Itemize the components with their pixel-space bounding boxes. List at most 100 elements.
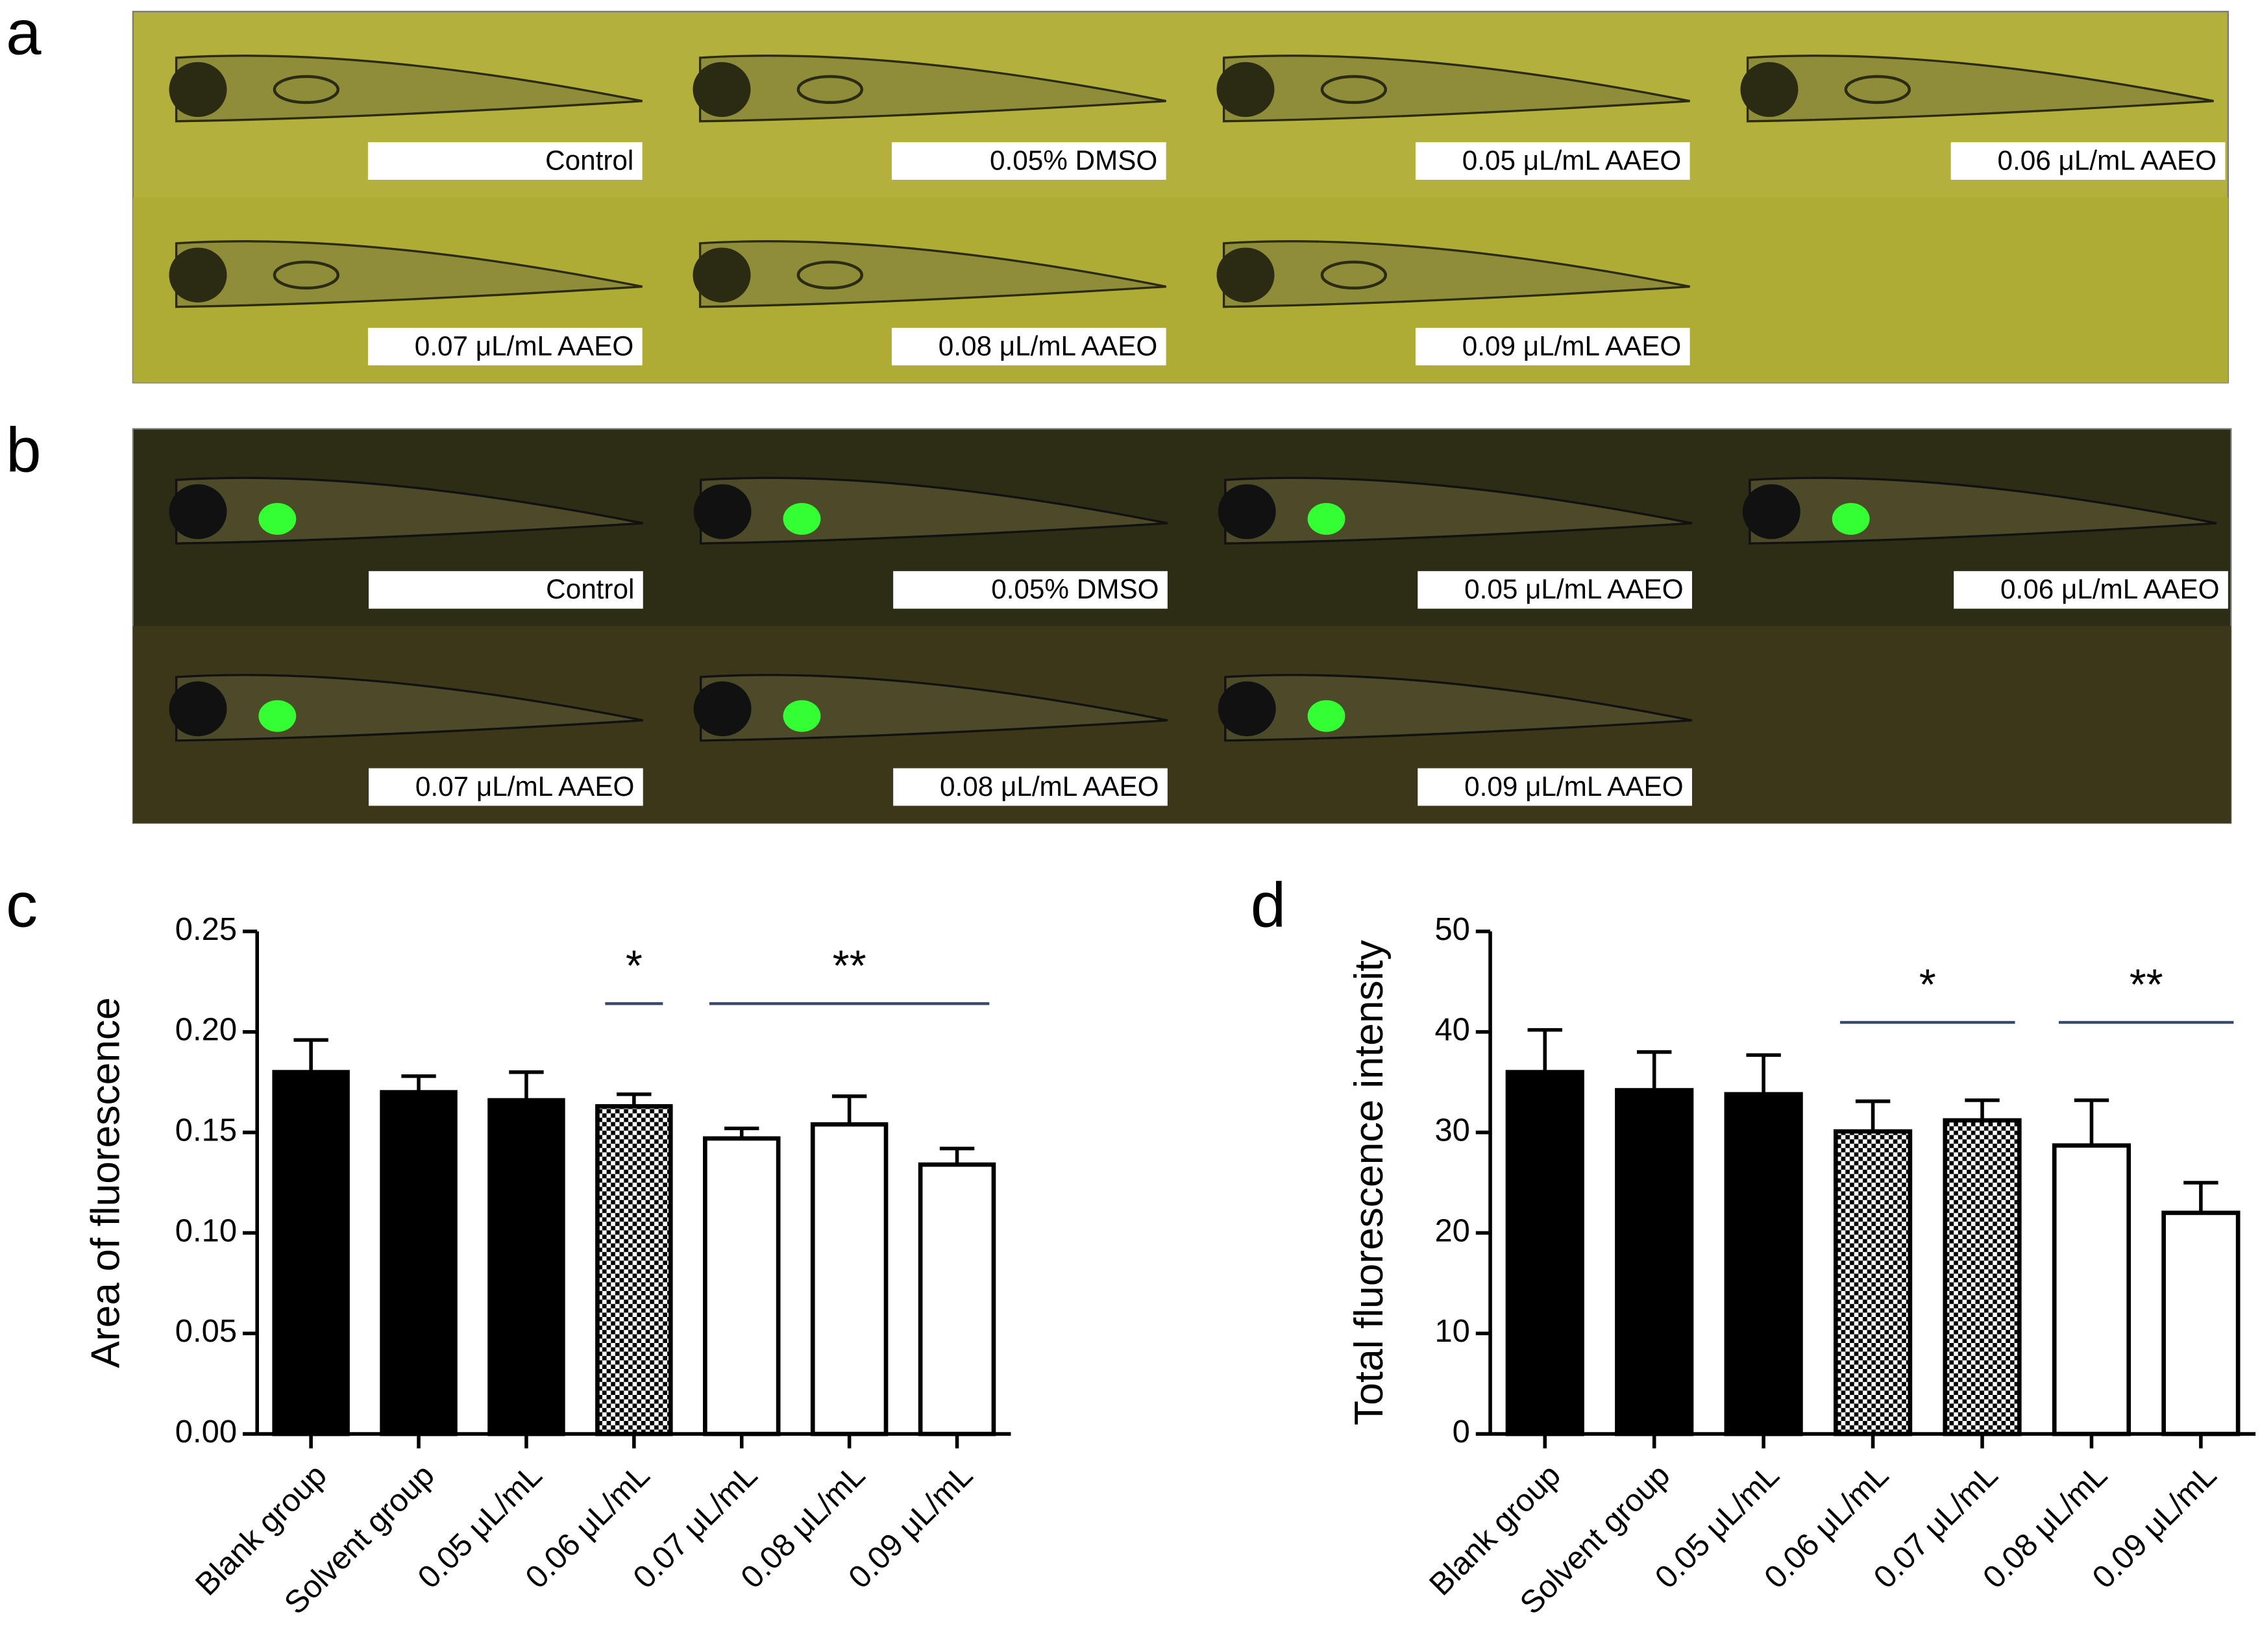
bar [702, 1136, 781, 1436]
larva-head [693, 681, 752, 737]
panel-letter: c [6, 869, 38, 940]
image-label: 0.09 μL/mL AAEO [1462, 330, 1681, 361]
label-box [367, 142, 643, 180]
fluorescent-liver [1307, 502, 1345, 535]
image-panel: b Control 0.05% DMSO 0.05 μL/mL AAEO 0.06 μL… [6, 414, 2232, 824]
larva-body [1222, 55, 1690, 123]
larva-body [698, 240, 1166, 308]
bar [810, 1122, 889, 1436]
significance-label: ** [833, 942, 866, 990]
y-tick-label: 0.10 [175, 1213, 237, 1248]
bar [595, 1103, 673, 1436]
bar-chart: c Area of fluorescence 0.00 0.05 0.10 0.15 0.2… [6, 869, 1011, 1621]
y-tick-label: 0.05 [175, 1314, 237, 1349]
fluorescent-liver [258, 700, 297, 732]
bar [2052, 1143, 2131, 1436]
label-box [369, 571, 643, 609]
significance-label: ** [2130, 961, 2163, 1009]
label-box [891, 142, 1166, 180]
larva-body [1222, 240, 1690, 308]
panel-letter: d [1251, 869, 1286, 940]
label-box [369, 768, 643, 806]
image-label: 0.08 μL/mL AAEO [939, 330, 1157, 361]
yolk [1320, 260, 1387, 290]
image-panel: a Control 0.05% DMSO 0.05 μL/mL AAEO 0.06 μL… [6, 0, 2229, 384]
y-axis-title: Total fluorescence intensity [1347, 939, 1392, 1425]
larva-head [169, 247, 227, 302]
larva-head [1218, 681, 1276, 737]
fluorescent-liver [258, 502, 297, 535]
label-box [891, 327, 1166, 365]
label-box [1954, 571, 2228, 609]
larva-head [1216, 247, 1275, 302]
image-label: 0.05% DMSO [991, 574, 1159, 604]
bar [1943, 1118, 2022, 1436]
yolk [273, 260, 340, 290]
bar [487, 1098, 565, 1436]
label-box [893, 571, 1168, 609]
larva-head [693, 484, 752, 539]
image-label: Control [546, 574, 634, 604]
y-tick-label: 0 [1453, 1414, 1470, 1449]
image-label: 0.05 μL/mL AAEO [1462, 145, 1681, 175]
label-box [1415, 327, 1690, 365]
bar [1833, 1129, 1913, 1436]
bar [272, 1070, 350, 1436]
yolk [1844, 75, 1911, 105]
fluorescent-liver [783, 502, 821, 535]
y-tick-label: 40 [1434, 1013, 1469, 1048]
label-box [1415, 142, 1690, 180]
fluorescent-liver [1307, 700, 1345, 732]
label-box [1418, 768, 1692, 806]
yolk [796, 260, 863, 290]
y-tick-label: 0.25 [175, 912, 237, 947]
y-tick-label: 0.00 [175, 1414, 237, 1449]
image-label: 0.08 μL/mL AAEO [940, 771, 1159, 802]
larva-head [1218, 484, 1276, 539]
image-label: 0.06 μL/mL AAEO [1998, 145, 2217, 175]
bar [918, 1162, 996, 1436]
bar [1505, 1070, 1584, 1436]
significance-label: * [626, 942, 643, 990]
larva-head [693, 62, 751, 117]
larva-body [698, 55, 1166, 123]
significance-label: * [1919, 961, 1936, 1009]
yolk [273, 75, 340, 105]
larva-head [169, 62, 227, 117]
bar [380, 1090, 458, 1436]
bar [2161, 1211, 2241, 1436]
y-tick-label: 20 [1434, 1213, 1469, 1248]
larva-head [693, 247, 751, 302]
y-tick-label: 50 [1434, 912, 1469, 947]
larva-head [169, 484, 227, 539]
y-tick-label: 0.15 [175, 1113, 237, 1148]
bar-chart: d Total fluorescence intensity 0 10 20 30 40 50… [1251, 869, 2256, 1621]
y-tick-label: 30 [1434, 1113, 1469, 1148]
fluorescent-liver [783, 700, 821, 732]
label-box [1418, 571, 1692, 609]
yolk [1320, 75, 1387, 105]
panel-letter: a [6, 0, 42, 68]
larva-head [1216, 62, 1275, 117]
label-box [367, 327, 643, 365]
label-box [1950, 142, 2226, 180]
image-label: 0.05 μL/mL AAEO [1464, 574, 1683, 604]
bar [1615, 1088, 1694, 1436]
larva-body [175, 55, 643, 123]
larva-body [175, 240, 643, 308]
panel-letter: b [6, 414, 41, 486]
bar [1724, 1092, 1803, 1436]
image-label: 0.09 μL/mL AAEO [1464, 771, 1683, 802]
label-box [893, 768, 1168, 806]
larva-head [1740, 62, 1799, 117]
yolk [796, 75, 863, 105]
image-label: 0.05% DMSO [990, 145, 1157, 175]
image-label: Control [545, 145, 633, 175]
y-tick-label: 10 [1434, 1314, 1469, 1349]
image-label: 0.07 μL/mL AAEO [415, 330, 633, 361]
fluorescent-liver [1832, 502, 1870, 535]
larva-head [169, 681, 227, 737]
image-label: 0.06 μL/mL AAEO [2000, 574, 2219, 604]
